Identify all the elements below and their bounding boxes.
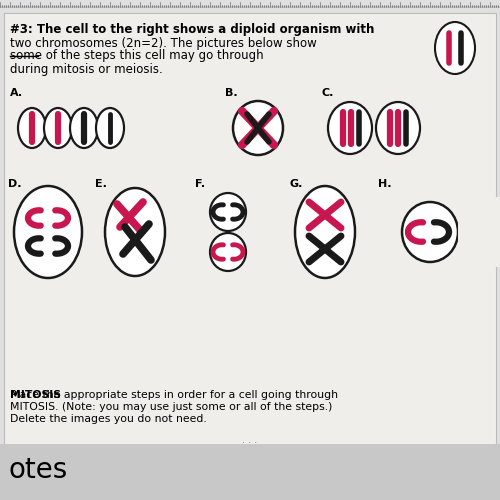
Text: MITOSIS: MITOSIS <box>10 390 61 400</box>
Text: some of the steps this cell may go through: some of the steps this cell may go throu… <box>10 50 264 62</box>
Text: during mitosis or meiosis.: during mitosis or meiosis. <box>10 62 163 76</box>
Text: #3: The cell to the right shows a diploid organism with: #3: The cell to the right shows a diploi… <box>10 24 374 36</box>
Text: Place the appropriate steps in order for a cell going through: Place the appropriate steps in order for… <box>10 390 338 400</box>
Ellipse shape <box>210 233 246 271</box>
Bar <box>0 444 500 500</box>
Ellipse shape <box>18 108 46 148</box>
Text: two chromosomes (2n=2). The pictures below show: two chromosomes (2n=2). The pictures bel… <box>10 36 317 50</box>
Bar <box>458 197 500 267</box>
Text: H.: H. <box>378 179 392 189</box>
Ellipse shape <box>210 193 246 231</box>
Text: otes: otes <box>8 456 67 484</box>
Text: . . .: . . . <box>242 435 258 445</box>
Ellipse shape <box>376 102 420 154</box>
Text: MITOSIS. (Note: you may use just some or all of the steps.): MITOSIS. (Note: you may use just some or… <box>10 402 332 412</box>
Ellipse shape <box>14 186 82 278</box>
Ellipse shape <box>295 186 355 278</box>
Bar <box>4 13 496 445</box>
Text: F.: F. <box>195 179 205 189</box>
Text: G.: G. <box>290 179 304 189</box>
Ellipse shape <box>402 202 458 262</box>
Ellipse shape <box>96 108 124 148</box>
Ellipse shape <box>328 102 372 154</box>
Text: A.: A. <box>10 88 23 98</box>
Text: Delete the images you do not need.: Delete the images you do not need. <box>10 414 207 424</box>
Text: D.: D. <box>8 179 22 189</box>
Ellipse shape <box>435 22 475 74</box>
Ellipse shape <box>70 108 98 148</box>
Text: E.: E. <box>95 179 107 189</box>
Ellipse shape <box>105 188 165 276</box>
Circle shape <box>44 228 52 236</box>
Ellipse shape <box>44 108 72 148</box>
Text: B.: B. <box>225 88 237 98</box>
Ellipse shape <box>233 101 283 155</box>
Text: C.: C. <box>322 88 334 98</box>
